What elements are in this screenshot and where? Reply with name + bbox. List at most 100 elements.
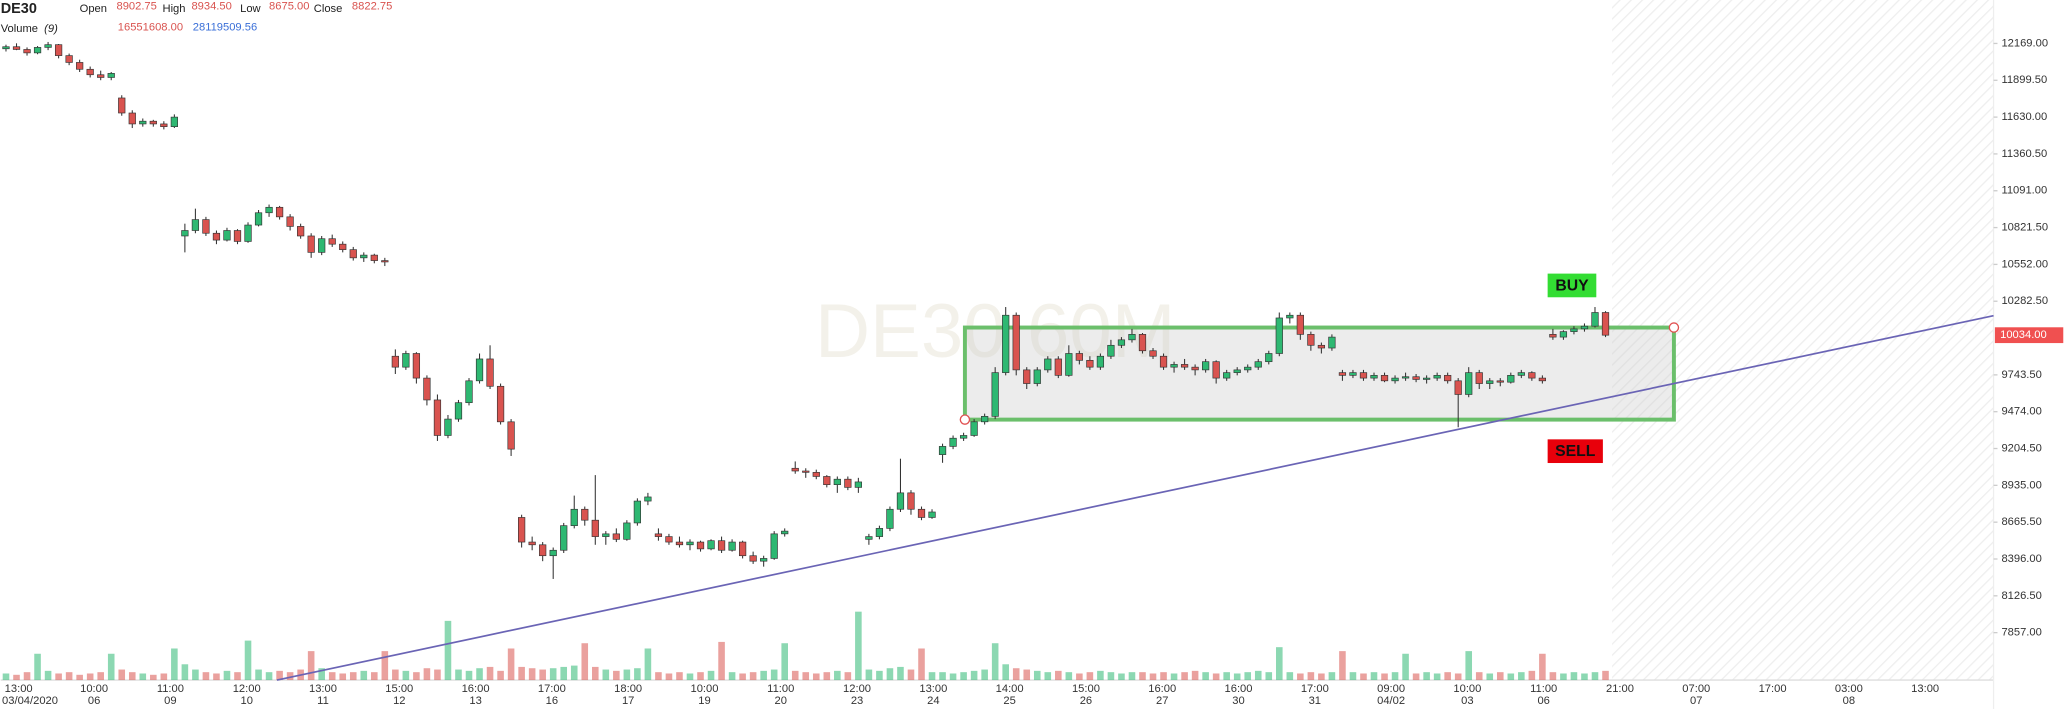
candle-body [1433, 375, 1441, 379]
volume-bar [1454, 673, 1462, 681]
sell-box[interactable] [1547, 439, 1603, 464]
candle-body [1065, 353, 1073, 376]
candle-body [1002, 314, 1010, 373]
candle-body [1475, 372, 1483, 384]
volume-ma-value: 28119509.56 [193, 22, 257, 34]
volume-bar [876, 670, 883, 681]
volume-bar [970, 670, 978, 681]
volume-bar [339, 673, 347, 681]
volume-bar [655, 672, 662, 681]
volume-bar [76, 674, 83, 681]
x-date-label: 24 [927, 695, 939, 707]
volume-bar [591, 666, 599, 681]
x-tick-label: 11:00 [767, 683, 794, 695]
candle-body [665, 536, 673, 543]
candle-body [802, 470, 810, 473]
volume-bar [1433, 673, 1441, 681]
x-date-label: 30 [1232, 695, 1244, 707]
volume-bar [1297, 673, 1304, 681]
volume-bar [1602, 670, 1609, 681]
y-tick-label: 11091.00 [2001, 185, 2047, 197]
volume-label: Volume [1, 23, 38, 35]
volume-bar [1139, 672, 1146, 681]
candle-body [1075, 353, 1083, 361]
candle-body [1191, 366, 1199, 371]
volume-bar [939, 672, 946, 681]
volume-bar [707, 670, 715, 681]
volume-bar [497, 670, 504, 681]
x-date-label: 31 [1309, 695, 1321, 707]
candle-body [496, 385, 505, 423]
candle-body [875, 528, 884, 537]
volume-bar [107, 653, 115, 681]
volume-bar [1181, 672, 1188, 681]
sell-label: SELL [1555, 443, 1596, 460]
x-tick-label: 17:00 [1301, 683, 1329, 695]
buy-label: BUY [1555, 277, 1589, 294]
candle-body [1454, 380, 1462, 395]
volume-bar [392, 669, 399, 681]
candle-body [233, 230, 242, 242]
ohlc-label: Open [80, 3, 107, 15]
y-tick-label: 9204.50 [2001, 442, 2041, 454]
candle-body [1223, 372, 1231, 379]
candle-body [160, 123, 168, 127]
x-tick-label: 17:00 [1759, 683, 1787, 695]
volume-bar [213, 673, 220, 681]
volume-bar [1191, 670, 1199, 681]
volume-bar [423, 668, 431, 681]
candle-body [1096, 355, 1105, 368]
volume-bar [791, 670, 799, 681]
candle-body [949, 437, 957, 447]
volume-bar [181, 664, 189, 681]
candle-body [107, 73, 115, 78]
candle-body [33, 47, 42, 54]
volume-bar [276, 670, 283, 681]
volume-bar [444, 620, 452, 681]
y-tick-label: 9474.00 [2001, 406, 2041, 418]
volume-param: (9) [44, 23, 58, 35]
range-box[interactable] [962, 325, 1676, 422]
volume-bar [1528, 670, 1536, 681]
x-date-label: 25 [1003, 695, 1015, 707]
x-tick-label: 11:00 [1530, 683, 1557, 695]
volume-bar [1223, 672, 1230, 681]
volume-bar [23, 672, 31, 681]
candle-body [1033, 369, 1041, 384]
volume-bar [1402, 653, 1409, 681]
volume-bar [1076, 673, 1083, 681]
candle-body [791, 467, 799, 472]
candle-body [644, 496, 652, 502]
volume-bar [602, 669, 610, 681]
buy-box[interactable] [1547, 273, 1597, 298]
candle-body [1496, 380, 1504, 383]
candle-body [475, 358, 484, 382]
volume-bar [1360, 673, 1367, 681]
x-date-label: 26 [1080, 695, 1092, 707]
y-tick-label: 11630.00 [2001, 111, 2047, 123]
volume-bar [434, 669, 441, 681]
volume-bar [855, 611, 862, 681]
candle-body [959, 435, 968, 439]
anchor-point[interactable] [959, 414, 971, 425]
candle-body [717, 540, 726, 551]
volume-bar [844, 672, 852, 681]
volume-bar [865, 669, 873, 681]
volume-bar [949, 673, 957, 681]
volume-bar [560, 666, 568, 681]
y-tick-label: 8396.00 [2001, 553, 2041, 565]
trend-line[interactable] [276, 314, 1994, 681]
candle-body [1233, 369, 1241, 373]
volume-bar [1012, 668, 1020, 681]
anchor-point[interactable] [1668, 322, 1680, 333]
candle-body [486, 358, 494, 387]
volume-bar [1570, 672, 1578, 681]
volume-bar [518, 666, 525, 681]
candle-body [1244, 366, 1252, 371]
volume-bar [539, 669, 546, 681]
candle-body [854, 481, 862, 488]
volume-bar [802, 672, 810, 681]
volume-bar [1486, 673, 1494, 681]
volume-bar [770, 669, 778, 681]
candle-body [1275, 317, 1283, 354]
